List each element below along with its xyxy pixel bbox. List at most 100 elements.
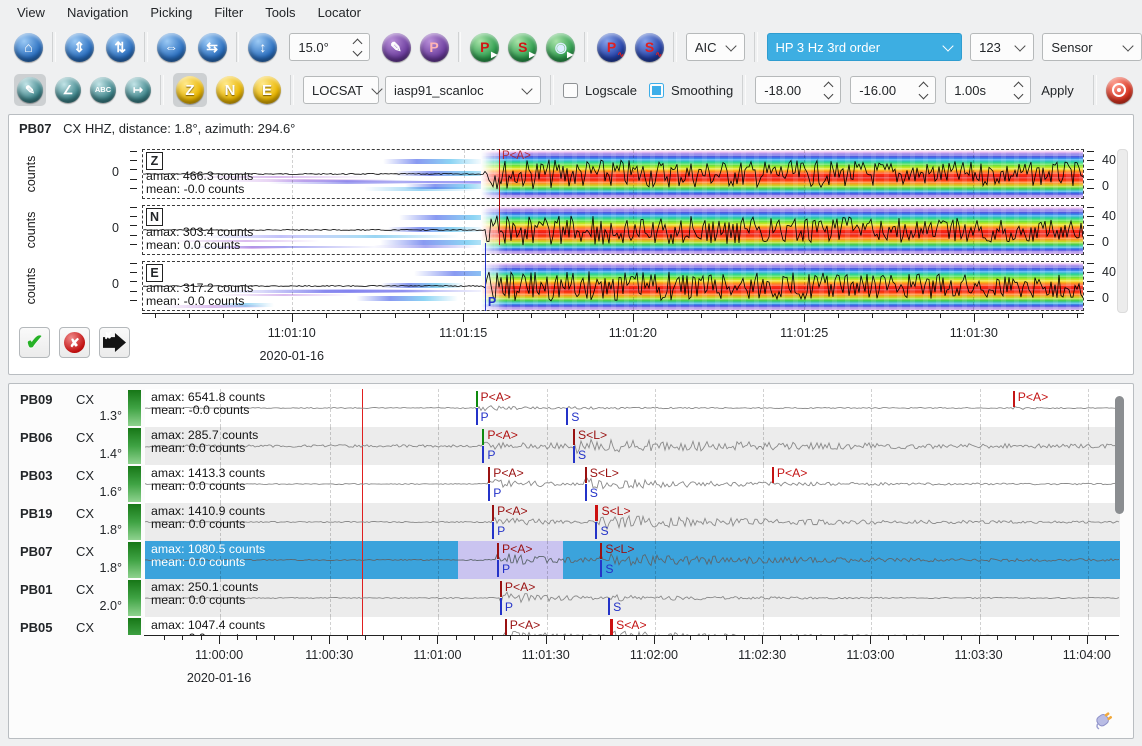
spinbox-arrows-icon[interactable] — [920, 83, 927, 98]
time-zoom-out-icon[interactable]: ⇔ — [157, 33, 186, 62]
header-meta: CX HHZ, distance: 1.8°, azimuth: 294.6° — [63, 121, 295, 136]
waveform — [145, 465, 1120, 503]
pick-p-icon[interactable]: P▶ — [470, 33, 499, 62]
menu-picking[interactable]: Picking — [139, 2, 203, 23]
pick-s-icon-mini: ▶ — [529, 51, 535, 59]
menu-locator[interactable]: Locator — [307, 2, 372, 23]
data-quality-bar — [128, 466, 141, 502]
component-n-button[interactable]: N — [216, 76, 244, 104]
waveform-pick-icon[interactable]: ✎ — [17, 77, 43, 103]
amplitude-combo[interactable]: 123 — [970, 33, 1034, 61]
pick-p-icon-glyph: P — [480, 40, 489, 54]
home-icon-glyph: ⌂ — [24, 40, 32, 54]
theoretical-p-icon[interactable]: P∿ — [597, 33, 626, 62]
apply-button[interactable]: Apply — [1031, 78, 1084, 103]
time-fit-icon[interactable]: ⇆ — [198, 33, 227, 62]
trace-plot-e[interactable]: Eamax: 317.2 countsmean: -0.0 counts — [142, 261, 1084, 311]
delete-and-next-button[interactable]: ✘ — [99, 327, 130, 358]
picker-pencil-icon[interactable]: ✎ — [382, 33, 411, 62]
menu-tools[interactable]: Tools — [254, 2, 306, 23]
component-z-button[interactable]: Z — [176, 76, 204, 104]
pick-label: S<A> — [616, 618, 647, 632]
profile-combo[interactable]: iasp91_scanloc — [385, 76, 541, 104]
theoretical-s-icon-mini: ∿ — [655, 51, 662, 59]
pick-label: P — [502, 562, 510, 576]
distance-label: 1.8° — [82, 561, 122, 575]
distance-label: 1.3° — [82, 409, 122, 423]
menu-navigation[interactable]: Navigation — [56, 2, 139, 23]
sensor-combo[interactable]: Sensor — [1042, 33, 1142, 61]
pick-p-auto: P<A> — [505, 619, 507, 635]
waveform — [145, 503, 1120, 541]
station-row-pb03[interactable]: PB03CX1.6°amax: 1413.3 countsmean: 0.0 c… — [10, 465, 1132, 503]
pick-s-icon[interactable]: S▶ — [508, 33, 537, 62]
waveform — [143, 262, 1084, 311]
onset-method-combo[interactable]: AIC — [686, 33, 745, 61]
spectrum-low-spinbox[interactable]: -18.00 — [755, 76, 841, 104]
theoretical-s-icon[interactable]: S∿ — [635, 33, 664, 62]
station-list-panel: PB09CX1.3°amax: 6541.8 countsmean: -0.0 … — [8, 383, 1134, 739]
axis-tick-label: 11:01:15 — [439, 326, 487, 340]
reject-pick-button[interactable]: ✘ — [59, 327, 90, 358]
right-ruler — [1087, 151, 1097, 197]
measure-angle-icon[interactable]: ∠ — [55, 77, 81, 103]
toolbar-separator — [160, 75, 164, 105]
spinbox-arrows-icon[interactable] — [1015, 83, 1022, 98]
station-row-pb01[interactable]: PB01CX2.0°amax: 250.1 countsmean: 0.0 co… — [10, 579, 1132, 617]
locator-value: LOCSAT — [312, 83, 363, 98]
relocate-target-icon[interactable] — [1106, 77, 1133, 104]
picker-window: { "colors":{"accent":"#3daee9","selected… — [0, 0, 1142, 746]
filter-combo[interactable]: HP 3 Hz 3rd order — [767, 33, 963, 61]
right-max-label: 40 — [1102, 265, 1116, 279]
amplitude-zoom-icon[interactable]: ⇕ — [65, 33, 94, 62]
toolbar-separator — [52, 32, 56, 62]
trace-spacing-icon[interactable]: ↦ — [125, 77, 151, 103]
station-row-pb07[interactable]: PB07CX1.8°amax: 1080.5 countsmean: 0.0 c… — [10, 541, 1132, 579]
logscale-checkbox[interactable]: Logscale — [563, 83, 637, 98]
smoothing-checkbox[interactable]: Smoothing — [649, 83, 733, 98]
pick-flag-icon[interactable]: P — [420, 33, 449, 62]
amplitude-fit-icon[interactable]: ⇅ — [106, 33, 135, 62]
spectrum-high-spinbox[interactable]: -16.00 — [850, 76, 936, 104]
amax-label: amax: 303.4 counts — [146, 225, 253, 239]
angle-spinbox[interactable]: 15.0° — [289, 33, 369, 61]
row-height-icon[interactable]: ↕ — [248, 33, 277, 62]
pick-label: S<L> — [605, 542, 634, 556]
smoothing-label: Smoothing — [671, 83, 733, 98]
spinbox-arrows-icon[interactable] — [825, 83, 832, 98]
component-e-button[interactable]: E — [253, 76, 281, 104]
pick-label: P — [505, 600, 513, 614]
stations-scrollbar[interactable] — [1115, 396, 1124, 514]
left-ruler — [127, 151, 137, 197]
mean-label: mean: 0.0 counts — [151, 593, 245, 607]
toolbar-separator — [550, 75, 554, 105]
station-row-pb06[interactable]: PB06CX1.4°amax: 285.7 countsmean: 0.0 co… — [10, 427, 1132, 465]
network-code: CX — [76, 582, 94, 597]
pick-p-manual: P — [482, 446, 484, 463]
confirm-pick-button[interactable]: ✔ — [19, 327, 50, 358]
right-ruler — [1087, 207, 1097, 253]
station-code: PB09 — [20, 392, 53, 407]
station-row-pb19[interactable]: PB19CX1.8°amax: 1410.9 countsmean: 0.0 c… — [10, 503, 1132, 541]
trace-row-z: counts0Zamax: 466.3 countsmean: -0.0 cou… — [9, 149, 1133, 199]
mean-label: mean: 0.0 counts — [146, 238, 240, 252]
spinbox-arrows-icon[interactable] — [354, 40, 361, 55]
trace-plot-z[interactable]: Zamax: 466.3 countsmean: -0.0 counts — [142, 149, 1084, 199]
picker-scrollbar[interactable] — [1117, 149, 1128, 313]
station-code: PB19 — [20, 506, 53, 521]
toolbar-separator — [236, 32, 240, 62]
station-row-pb09[interactable]: PB09CX1.3°amax: 6541.8 countsmean: -0.0 … — [10, 389, 1132, 427]
amax-label: amax: 1080.5 counts — [151, 542, 265, 556]
toolbar-separator — [290, 75, 294, 105]
locator-combo[interactable]: LOCSAT — [303, 76, 379, 104]
window-length-spinbox[interactable]: 1.00s — [945, 76, 1031, 104]
label-abc-icon[interactable]: ABC — [90, 77, 116, 103]
station-row-pb05[interactable]: PB05CXamax: 1047.4 countsmean: 0.0 count… — [10, 617, 1132, 635]
profile-value: iasp91_scanloc — [394, 83, 484, 98]
amax-label: amax: 466.3 counts — [146, 169, 253, 183]
relocate-icon[interactable]: ◉▶ — [546, 33, 575, 62]
trace-plot-n[interactable]: Namax: 303.4 countsmean: 0.0 counts — [142, 205, 1084, 255]
menu-view[interactable]: View — [6, 2, 56, 23]
home-icon[interactable]: ⌂ — [14, 33, 43, 62]
menu-filter[interactable]: Filter — [203, 2, 254, 23]
